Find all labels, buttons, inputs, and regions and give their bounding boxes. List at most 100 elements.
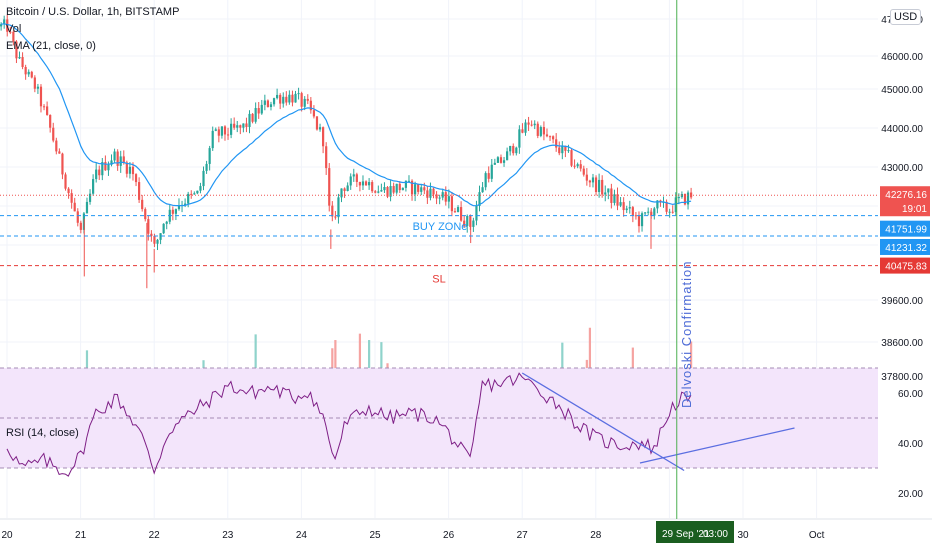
candle-body: [564, 145, 567, 151]
candle-body: [628, 207, 631, 209]
candle-body: [343, 188, 346, 191]
candle-body: [450, 196, 454, 212]
candle-body: [208, 148, 211, 164]
candle-body: [30, 71, 33, 78]
candle-body: [352, 174, 355, 177]
candle-body: [487, 173, 490, 179]
candle-body: [404, 180, 408, 188]
price-tick-label: 37800.00: [881, 372, 923, 383]
rsi-trendline: [521, 372, 685, 472]
candle-body: [493, 162, 496, 165]
candle-body: [647, 211, 650, 213]
rsi-band: [0, 368, 878, 468]
candle-body: [309, 100, 312, 111]
ema-series: [1, 23, 692, 207]
candle-body: [429, 188, 432, 198]
candle-body: [73, 202, 76, 212]
candle-body: [104, 162, 107, 171]
candle-body: [653, 208, 656, 216]
rsi-pane: [0, 367, 878, 477]
candle-body: [398, 183, 401, 191]
candle-body: [138, 182, 141, 200]
candle-body: [515, 147, 518, 154]
candle-body: [165, 221, 168, 224]
candle-body: [236, 125, 239, 128]
candle-body: [607, 188, 610, 193]
candle-body: [269, 104, 273, 108]
candle-body: [226, 134, 230, 136]
candle-body: [509, 145, 512, 152]
candle-body: [67, 188, 70, 194]
candle-body: [432, 188, 435, 195]
last-price-badge: [880, 186, 930, 217]
candle-body: [141, 199, 144, 210]
candle-body: [58, 151, 61, 154]
candle-body: [573, 165, 576, 167]
candle-body: [466, 215, 469, 226]
candle-body: [306, 98, 309, 101]
candle-body: [92, 179, 95, 194]
candle-body: [55, 140, 58, 152]
candle-body: [36, 86, 40, 89]
candle-body: [279, 94, 282, 104]
candle-body: [42, 106, 46, 108]
candle-body: [558, 147, 561, 154]
candle-body: [410, 180, 414, 195]
price-tick-label: 38600.00: [881, 338, 923, 349]
candle-body: [233, 123, 236, 128]
candle-body: [469, 215, 472, 227]
candle-body: [282, 96, 285, 104]
date-highlight-time: 03:00: [703, 529, 728, 540]
candle-body: [162, 223, 165, 234]
candle-body: [254, 108, 257, 122]
candle-body: [217, 129, 220, 136]
buy-zone-bottom-badge: [880, 238, 930, 255]
candle-body: [187, 193, 190, 204]
candle-body: [490, 164, 493, 179]
candle-body: [49, 114, 52, 128]
chart-title: Bitcoin / U.S. Dollar, 1h, BITSTAMP: [6, 6, 180, 18]
candle-body: [131, 166, 135, 175]
candle-body: [447, 196, 450, 202]
time-tick-label: 22: [149, 530, 161, 541]
candle-body: [110, 160, 113, 165]
candle-body: [521, 129, 524, 133]
candle-body: [506, 151, 509, 161]
candle-body: [656, 200, 659, 209]
candle-body: [297, 93, 300, 95]
candle-body: [414, 184, 417, 195]
candle-body: [46, 106, 49, 115]
date-highlight: [656, 521, 734, 543]
candle-body: [552, 136, 555, 140]
candle-body: [12, 31, 15, 42]
vertical-annotation: Delvoski Confirmation: [679, 261, 694, 408]
candle-body: [119, 156, 122, 166]
candle-body: [438, 197, 441, 199]
candle-body: [585, 174, 588, 181]
candle-body: [579, 164, 582, 169]
rsi-tick-label: 20.00: [898, 489, 923, 500]
candle-body: [368, 182, 371, 186]
candle-body: [588, 180, 592, 183]
candle-body: [567, 150, 570, 152]
candle-body: [199, 186, 202, 191]
price-tick-label: 39600.00: [881, 296, 923, 307]
time-tick-label: 24: [296, 530, 308, 541]
candle-body: [472, 220, 475, 227]
currency-selector[interactable]: USD: [890, 9, 922, 25]
candle-body: [610, 188, 613, 203]
candle-body: [266, 100, 270, 108]
candle-body: [242, 123, 245, 128]
candle-body: [79, 222, 82, 230]
candle-body: [576, 164, 579, 167]
candle-body: [190, 193, 193, 195]
candle-body: [312, 110, 316, 117]
candle-body: [61, 153, 64, 175]
candle-body: [570, 150, 573, 166]
candle-body: [444, 192, 447, 202]
rsi-legend: RSI (14, close): [6, 427, 79, 439]
candle-body: [395, 183, 398, 193]
candle-body: [15, 41, 18, 59]
candle-body: [456, 207, 460, 212]
